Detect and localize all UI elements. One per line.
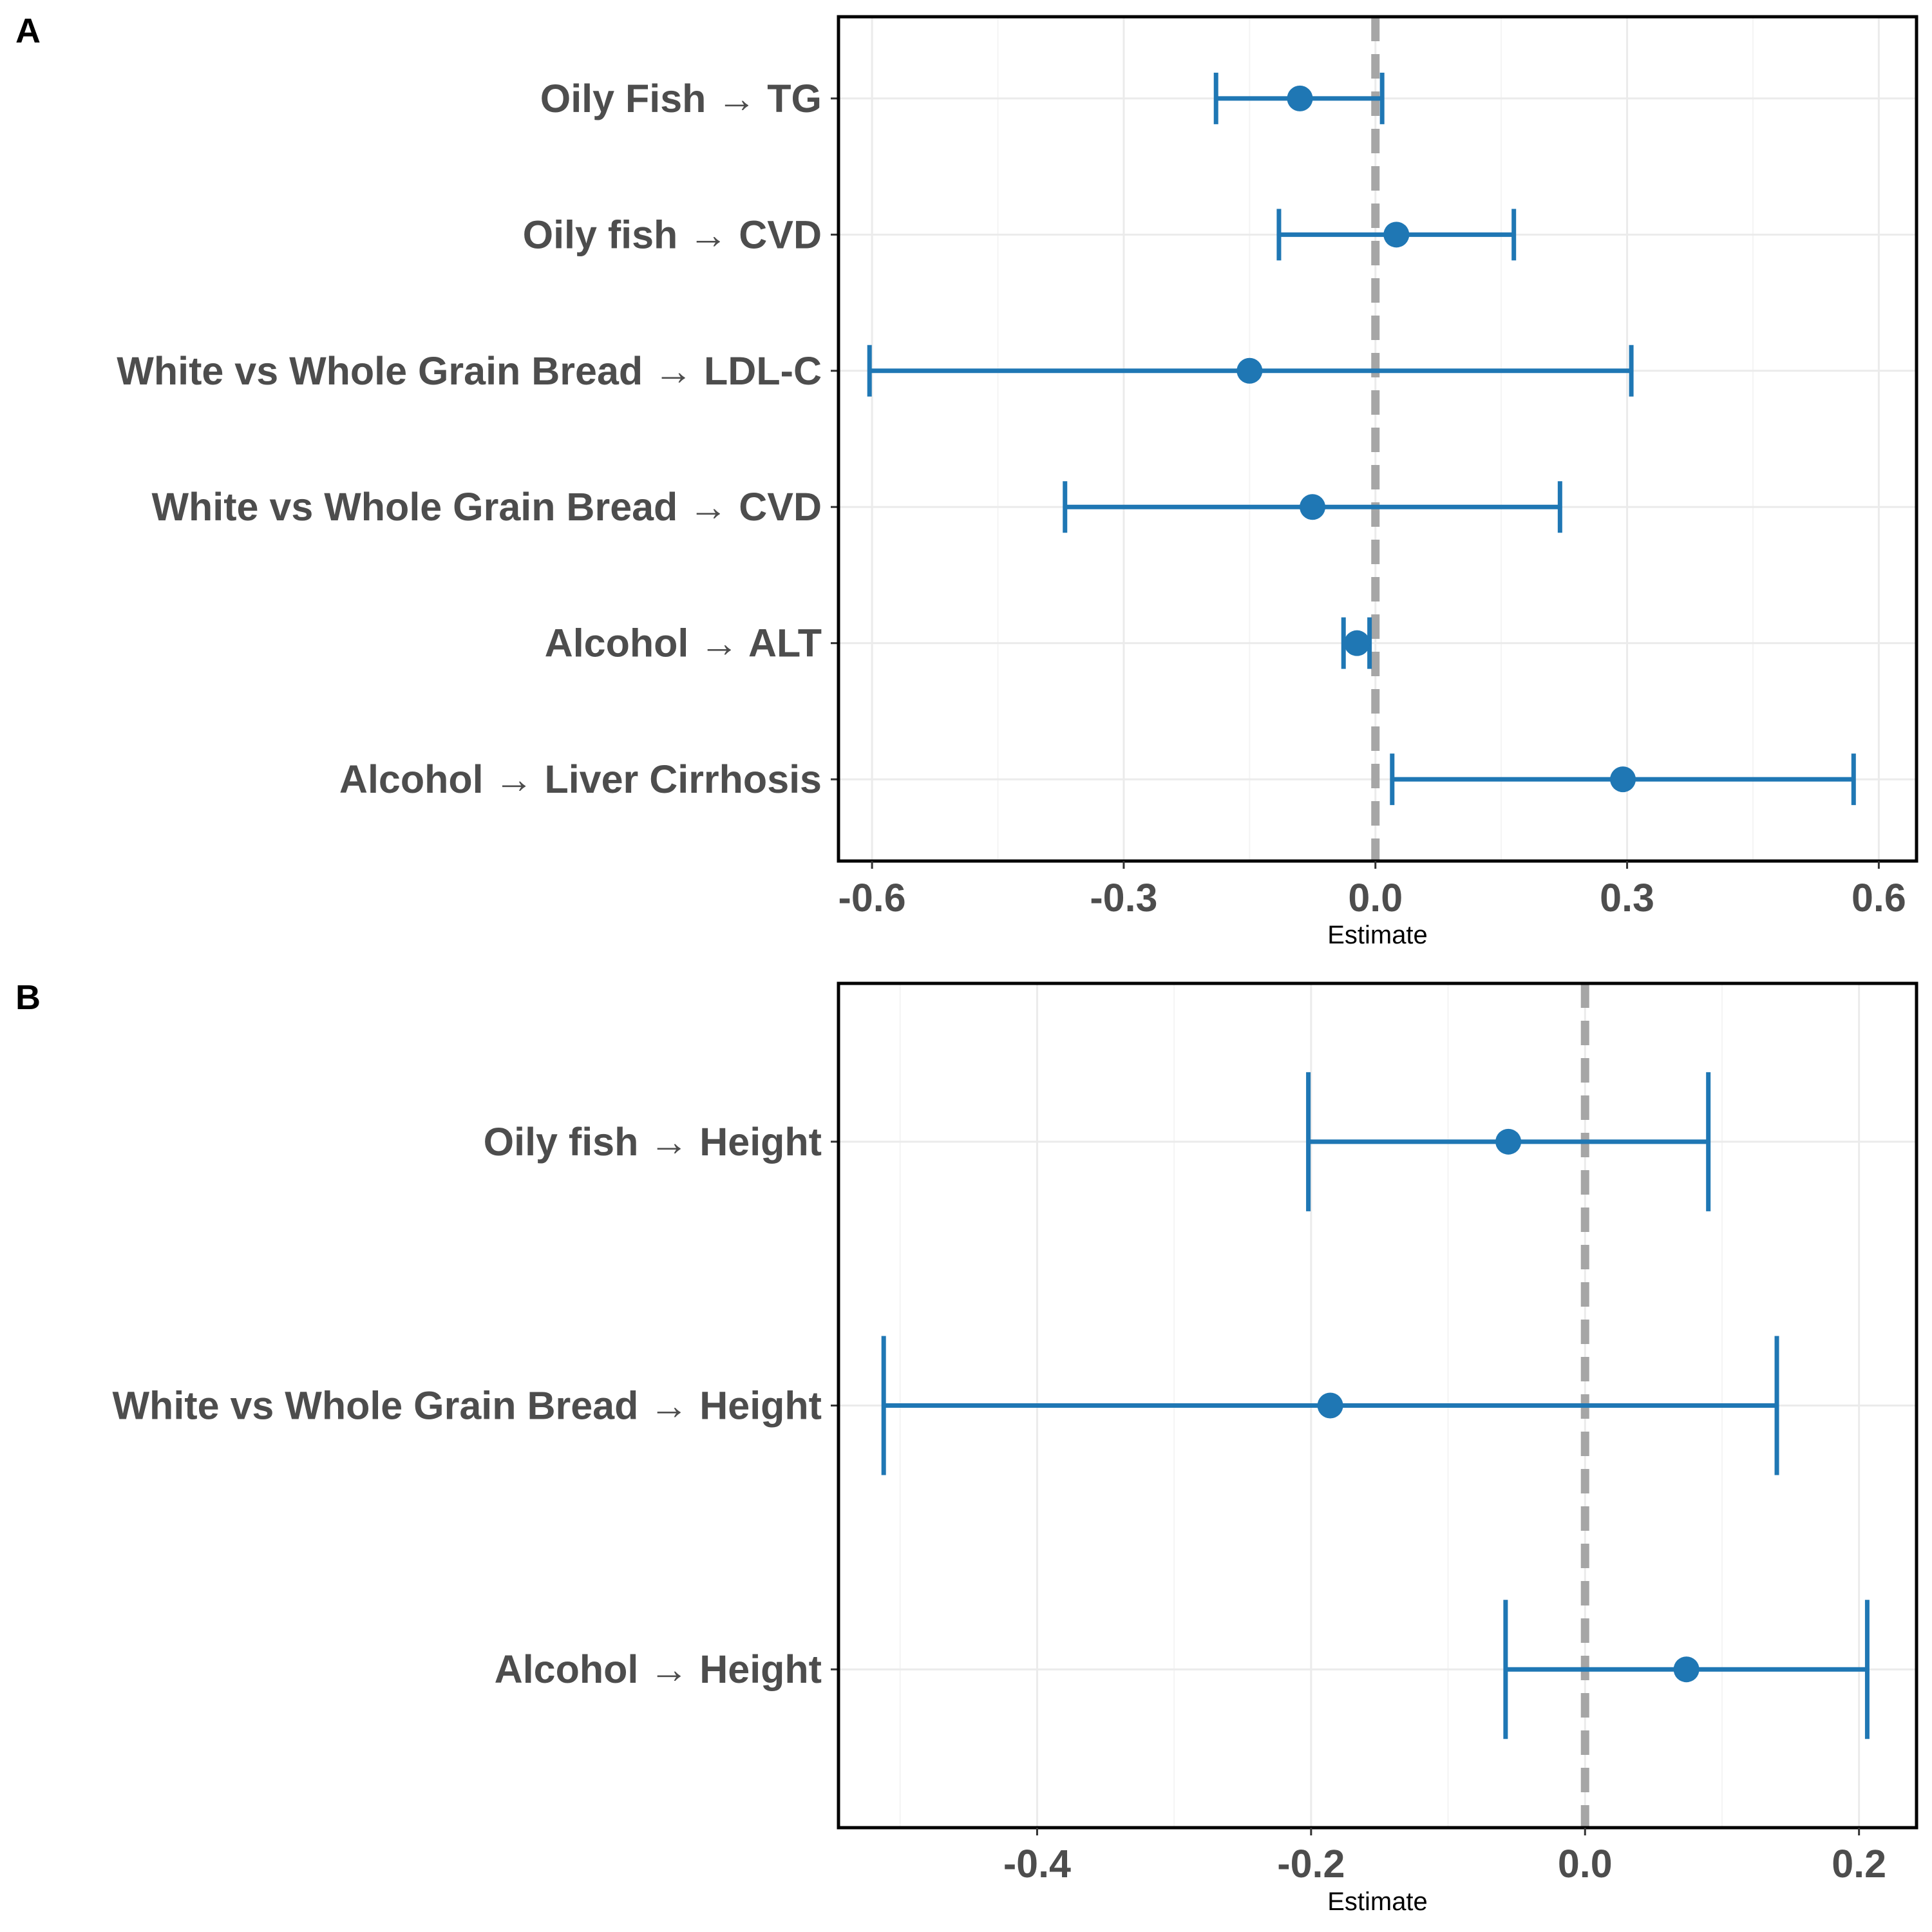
forest-row: Alcohol → Height: [495, 1600, 1870, 1739]
row-label: Alcohol → Height: [495, 1647, 822, 1691]
estimate-point: [1287, 85, 1313, 111]
estimate-point: [1236, 357, 1263, 384]
x-tick-label: 0.2: [1832, 1842, 1886, 1886]
row-label: White vs Whole Grain Bread → CVD: [151, 485, 822, 529]
row-label: White vs Whole Grain Bread → LDL-C: [117, 349, 822, 393]
x-axis-title: Estimate: [1327, 1888, 1428, 1916]
panel-frame: [837, 15, 1918, 863]
x-tick-label: 0.3: [1600, 876, 1654, 920]
row-label: Alcohol → Liver Cirrhosis: [339, 757, 822, 801]
forest-row: Alcohol → ALT: [545, 617, 1372, 669]
estimate-point: [1317, 1392, 1343, 1419]
forest-row: White vs Whole Grain Bread → Height: [112, 1336, 1779, 1475]
x-tick-label: -0.3: [1090, 876, 1157, 920]
row-label: Oily Fish → TG: [540, 77, 822, 120]
estimate-point: [1610, 766, 1636, 793]
x-tick-label: 0.6: [1852, 876, 1906, 920]
row-label: White vs Whole Grain Bread → Height: [112, 1384, 822, 1428]
x-tick-label: -0.4: [1003, 1842, 1071, 1886]
panel-b: B Oily fish → Height White vs Whole Grain …: [15, 978, 1918, 1916]
estimate-point: [1673, 1656, 1700, 1683]
row-label: Oily fish → Height: [484, 1120, 822, 1164]
x-tick-label: -0.2: [1277, 1842, 1345, 1886]
forest-row: Alcohol → Liver Cirrhosis: [339, 753, 1856, 806]
estimate-point: [1383, 222, 1410, 248]
forest-row: White vs Whole Grain Bread → CVD: [151, 481, 1562, 533]
row-label: Oily fish → CVD: [523, 213, 822, 256]
estimate-point: [1300, 494, 1326, 520]
estimate-point: [1495, 1128, 1522, 1155]
forest-row: Oily fish → Height: [484, 1072, 1711, 1211]
forest-row: Oily fish → CVD: [523, 209, 1517, 261]
x-tick-label: -0.6: [838, 876, 906, 920]
panel-letter: B: [15, 978, 41, 1017]
x-axis-title: Estimate: [1327, 921, 1428, 949]
estimate-point: [1344, 630, 1370, 656]
panel-frame: [837, 981, 1918, 1830]
panel-a: A Oily Fish → TG Oily fish → CVD White vs W…: [15, 12, 1918, 949]
forest-row: White vs Whole Grain Bread → LDL-C: [117, 345, 1634, 397]
x-tick-label: 0.0: [1348, 876, 1403, 920]
x-tick-label: 0.0: [1558, 1842, 1613, 1886]
forest-row: Oily Fish → TG: [540, 72, 1385, 124]
panel-letter: A: [15, 12, 41, 50]
row-label: Alcohol → ALT: [545, 621, 822, 665]
